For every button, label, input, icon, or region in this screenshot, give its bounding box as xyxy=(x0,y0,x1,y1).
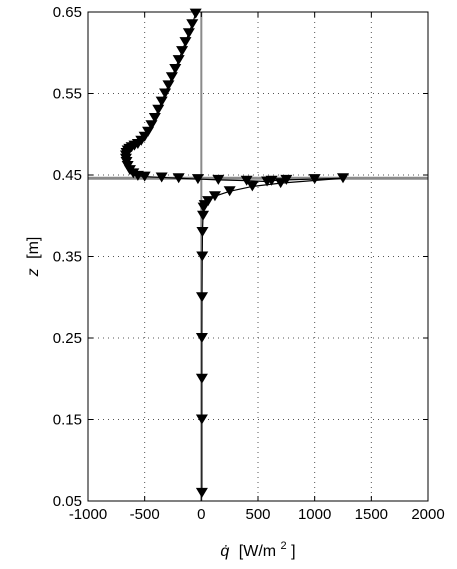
data-point xyxy=(182,28,195,39)
data-point xyxy=(195,414,208,425)
data-point xyxy=(172,173,185,184)
x-axis-unit: [W/m xyxy=(239,543,276,560)
data-point xyxy=(196,292,209,303)
data-point xyxy=(197,210,210,221)
data-point xyxy=(138,171,151,182)
x-axis-unit-end: ] xyxy=(291,543,295,560)
x-tick-label: -500 xyxy=(130,506,160,523)
data-point xyxy=(165,72,178,83)
data-point xyxy=(152,104,165,115)
data-point xyxy=(155,96,168,107)
data-point xyxy=(191,174,204,185)
x-axis-label: q̇ [W/m 2 ] xyxy=(220,536,295,560)
x-tick-label: 2000 xyxy=(411,506,444,523)
y-tick-label: 0.45 xyxy=(53,167,82,184)
y-axis-symbol: z xyxy=(25,268,42,277)
y-tick-label: 0.15 xyxy=(53,412,82,429)
data-point xyxy=(280,174,293,185)
y-tick-label: 0.65 xyxy=(53,4,82,21)
x-tick-label: -1000 xyxy=(69,506,107,523)
x-axis-unit-sup: 2 xyxy=(281,540,287,552)
y-tick-label: 0.25 xyxy=(53,330,82,347)
data-point xyxy=(155,172,168,183)
data-point xyxy=(195,333,208,343)
data-point xyxy=(223,186,236,197)
data-point xyxy=(159,88,172,99)
data-series xyxy=(119,8,349,498)
y-tick-label: 0.35 xyxy=(53,249,82,266)
tick-labels: -1000 -500 0 500 1000 1500 2000 0.05 0.15 0.25 0.3… xyxy=(53,4,445,523)
data-point xyxy=(337,173,349,184)
data-point xyxy=(179,37,192,48)
x-axis-symbol: q̇ xyxy=(220,543,229,560)
data-point xyxy=(195,487,208,498)
x-tick-label: 1000 xyxy=(298,506,331,523)
series-line xyxy=(125,13,344,493)
data-point xyxy=(189,8,202,19)
data-point xyxy=(172,55,185,66)
y-tick-label: 0.05 xyxy=(53,493,82,510)
data-point xyxy=(246,181,259,192)
data-point xyxy=(308,174,321,185)
x-tick-label: 1500 xyxy=(355,506,388,523)
data-point xyxy=(274,178,287,189)
data-point xyxy=(145,120,158,131)
data-point xyxy=(240,175,253,186)
y-tick-label: 0.55 xyxy=(53,86,82,103)
data-point xyxy=(197,202,210,213)
data-point xyxy=(212,174,225,185)
ticks xyxy=(87,11,429,502)
data-point xyxy=(186,19,199,30)
y-axis-unit: [m] xyxy=(25,237,42,259)
data-point xyxy=(196,227,209,238)
data-point xyxy=(162,80,175,91)
y-axis-label: z [m] xyxy=(25,237,42,278)
data-point xyxy=(208,191,221,202)
grid xyxy=(88,12,428,501)
x-tick-label: 500 xyxy=(245,506,270,523)
data-point xyxy=(176,46,189,57)
data-point xyxy=(148,112,161,123)
data-point xyxy=(196,251,209,262)
data-point xyxy=(195,373,208,384)
x-tick-label: 0 xyxy=(197,506,205,523)
data-point xyxy=(265,175,278,186)
data-point xyxy=(169,64,182,75)
